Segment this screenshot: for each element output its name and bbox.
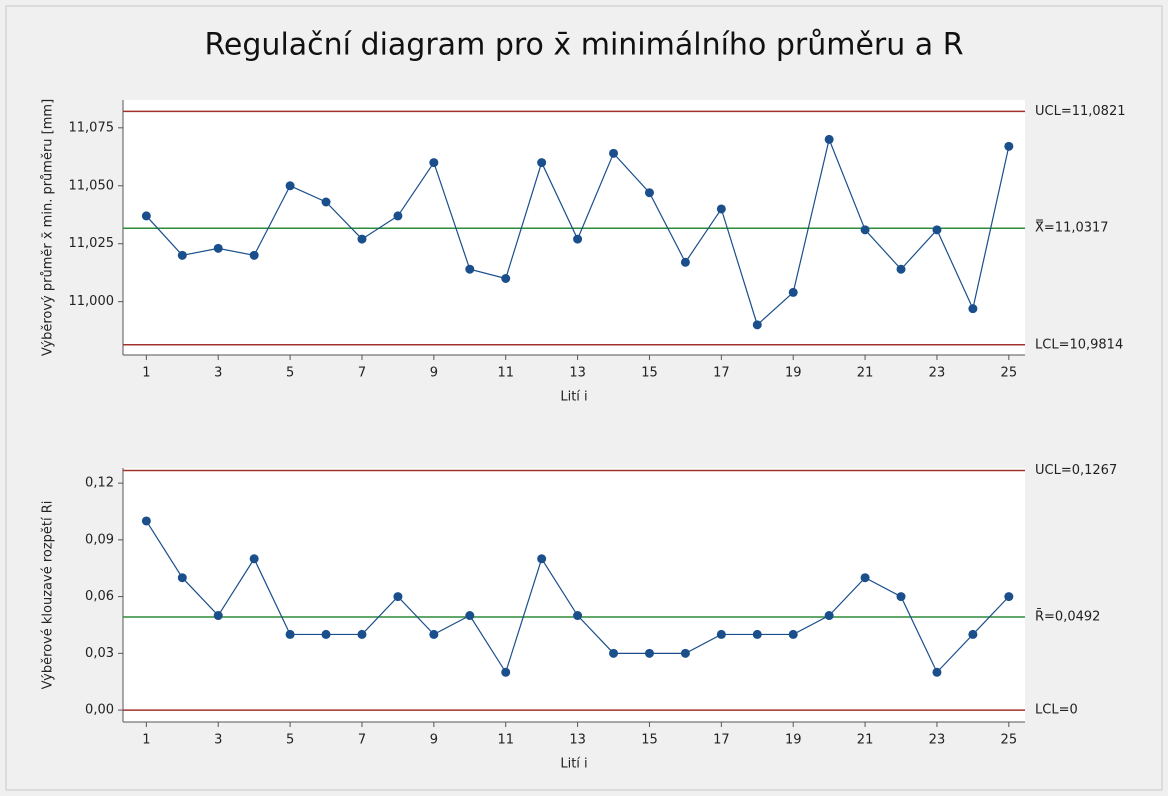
y-tick-label: 11,025 — [69, 236, 115, 251]
y-tick-label: 0,00 — [85, 703, 114, 718]
data-point — [393, 592, 403, 602]
x-axis-label: Lití i — [560, 390, 587, 405]
data-point — [573, 234, 583, 244]
data-point — [537, 554, 547, 564]
data-point — [716, 204, 726, 214]
y-axis-label: Výběrový průměr x̄ min. průměru [mm] — [41, 99, 56, 356]
x-tick-label: 19 — [785, 733, 802, 748]
x-tick-label: 25 — [1001, 733, 1018, 748]
x-tick-label: 1 — [142, 733, 150, 748]
x-axis-label: Lití i — [560, 757, 587, 772]
data-point — [860, 225, 870, 235]
control-limit-label: R̄=0,0492 — [1035, 609, 1100, 624]
data-point — [357, 234, 367, 244]
data-point — [357, 629, 367, 639]
data-point — [321, 629, 331, 639]
x-tick-label: 23 — [929, 366, 946, 381]
y-tick-label: 0,09 — [85, 532, 114, 547]
x-tick-label: 17 — [713, 733, 730, 748]
x-tick-label: 9 — [430, 733, 438, 748]
x-tick-label: 15 — [641, 733, 658, 748]
data-point — [788, 287, 798, 297]
x-tick-label: 21 — [857, 733, 874, 748]
data-point — [716, 629, 726, 639]
y-tick-label: 11,050 — [69, 178, 115, 193]
data-point — [465, 264, 475, 274]
y-tick-label: 11,075 — [69, 120, 115, 135]
data-point — [968, 629, 978, 639]
data-point — [896, 592, 906, 602]
data-point — [644, 648, 654, 658]
data-point — [1004, 592, 1014, 602]
data-point — [609, 148, 619, 158]
data-point — [285, 629, 295, 639]
data-point — [141, 211, 151, 221]
data-point — [501, 667, 511, 677]
control-limit-label: LCL=0 — [1035, 703, 1078, 718]
x-tick-label: 11 — [497, 733, 514, 748]
data-point — [968, 304, 978, 314]
data-point — [1004, 141, 1014, 151]
x-tick-label: 13 — [569, 733, 586, 748]
data-point — [213, 611, 223, 621]
y-tick-label: 0,03 — [85, 646, 114, 661]
data-point — [896, 264, 906, 274]
data-point — [141, 516, 151, 526]
data-point — [213, 243, 223, 253]
data-point — [177, 573, 187, 583]
data-point — [860, 573, 870, 583]
x-tick-label: 17 — [713, 366, 730, 381]
control-limit-label: UCL=0,1267 — [1035, 463, 1117, 478]
x-tick-label: 5 — [286, 733, 294, 748]
x-tick-label: 15 — [641, 366, 658, 381]
data-point — [393, 211, 403, 221]
x-tick-label: 23 — [929, 733, 946, 748]
data-point — [609, 648, 619, 658]
x-tick-label: 1 — [142, 366, 150, 381]
x-tick-label: 7 — [358, 733, 366, 748]
data-point — [752, 629, 762, 639]
y-axis-label: Výběrové klouzavé rozpětí Ri — [41, 501, 56, 690]
y-tick-label: 11,000 — [69, 294, 115, 309]
x-tick-label: 11 — [497, 366, 514, 381]
chart-title: Regulační diagram pro x̄ minimálního prů… — [204, 28, 963, 63]
data-point — [788, 629, 798, 639]
x-tick-label: 25 — [1001, 366, 1018, 381]
data-point — [177, 250, 187, 260]
x-tick-label: 9 — [430, 366, 438, 381]
plot-area — [123, 468, 1025, 722]
data-point — [537, 158, 547, 168]
data-point — [644, 188, 654, 198]
data-point — [824, 611, 834, 621]
data-point — [465, 611, 475, 621]
data-point — [249, 250, 259, 260]
data-point — [285, 181, 295, 191]
data-point — [932, 667, 942, 677]
x-tick-label: 13 — [569, 366, 586, 381]
y-tick-label: 0,06 — [85, 589, 114, 604]
x-tick-label: 21 — [857, 366, 874, 381]
x-tick-label: 7 — [358, 366, 366, 381]
y-tick-label: 0,12 — [85, 476, 114, 491]
x-tick-label: 19 — [785, 366, 802, 381]
data-point — [501, 274, 511, 283]
data-point — [680, 648, 690, 658]
data-point — [932, 225, 942, 235]
x-tick-label: 5 — [286, 366, 294, 381]
x-tick-label: 3 — [214, 366, 222, 381]
control-limit-label: LCL=10,9814 — [1035, 337, 1123, 352]
data-point — [429, 629, 439, 639]
data-point — [824, 134, 834, 144]
data-point — [752, 320, 762, 330]
control-limit-label: X̿=11,0317 — [1035, 219, 1109, 235]
data-point — [249, 554, 259, 564]
x-tick-label: 3 — [214, 733, 222, 748]
data-point — [429, 158, 439, 168]
control-limit-label: UCL=11,0821 — [1035, 104, 1126, 119]
data-point — [680, 257, 690, 267]
data-point — [573, 611, 583, 621]
data-point — [321, 197, 331, 207]
